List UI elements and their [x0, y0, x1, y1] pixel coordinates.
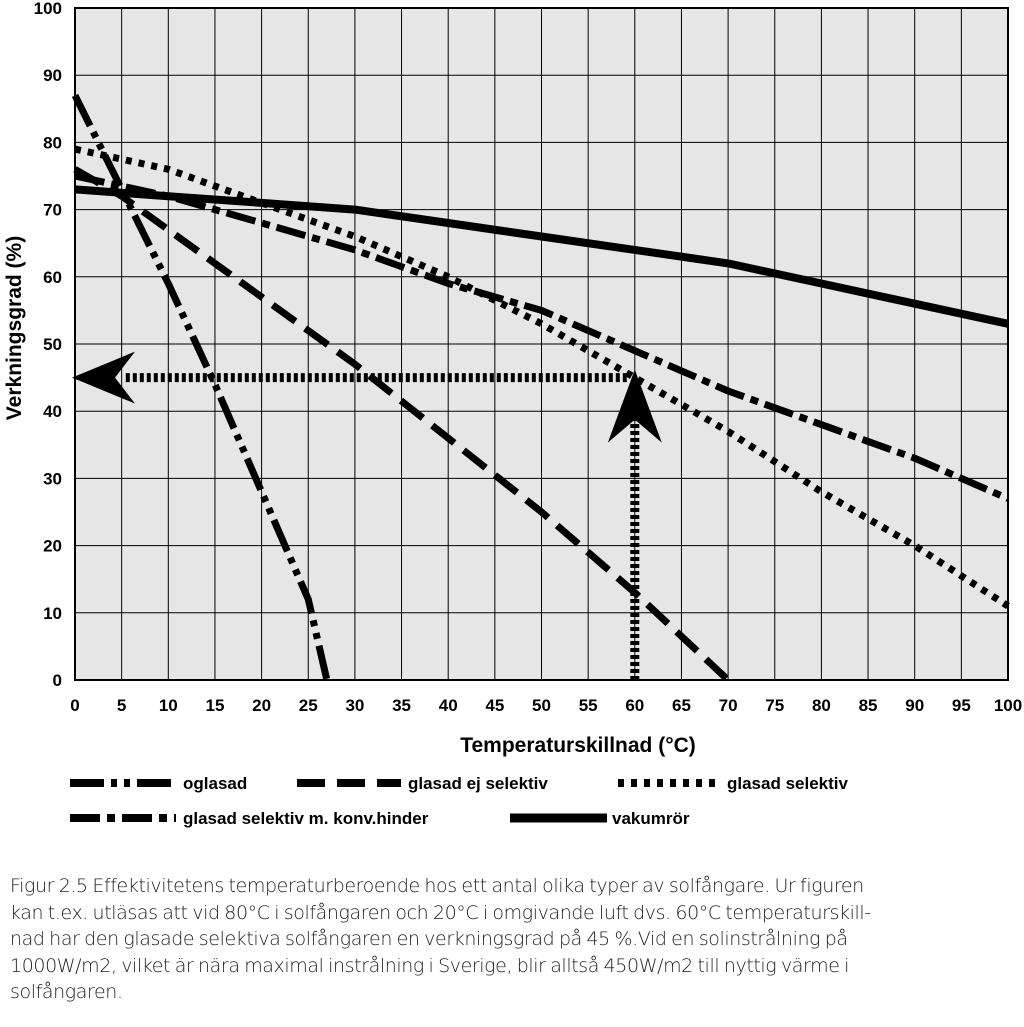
x-tick-label: 40 [439, 696, 458, 715]
x-tick-label: 25 [299, 696, 318, 715]
x-tick-label: 15 [205, 696, 224, 715]
x-tick-label: 100 [994, 696, 1022, 715]
x-tick-label: 10 [159, 696, 178, 715]
x-tick-labels: 0 5 10 15 20 25 30 35 40 45 50 55 60 65 70 75 80 85 90 95 10… [70, 696, 1022, 715]
caption-line: 1000W/m2, vilket är nära maximal instrål… [10, 954, 850, 977]
y-tick-label: 0 [53, 671, 62, 690]
reading-arrows [72, 351, 662, 680]
y-tick-label: 50 [43, 335, 62, 354]
legend-label: vakumrör [612, 809, 690, 828]
x-tick-label: 50 [532, 696, 551, 715]
y-tick-label: 30 [43, 469, 62, 488]
legend-label: oglasad [183, 774, 247, 793]
x-tick-label: 35 [392, 696, 411, 715]
series-line [74, 185, 1009, 328]
horizontal-arrow-head [72, 351, 135, 404]
series-line [73, 166, 731, 683]
x-axis-title: Temperaturskillnad (°C) [460, 734, 696, 757]
y-tick-label: 20 [43, 537, 62, 556]
y-tick-label: 90 [43, 66, 62, 85]
y-tick-label: 70 [43, 201, 62, 220]
x-tick-label: 5 [117, 696, 126, 715]
efficiency-chart: 0 5 10 15 20 25 30 35 40 45 50 55 60 65 70 75 80 85 90 95 10… [3, 0, 1022, 828]
y-tick-label: 10 [43, 604, 62, 623]
series-line [74, 145, 1010, 610]
y-tick-label: 80 [43, 133, 62, 152]
caption-line: Figur 2.5 Effektivitetens temperaturbero… [10, 875, 864, 897]
y-tick-label: 100 [34, 0, 62, 18]
legend-label: glasad ej selektiv [408, 774, 548, 793]
caption-line: solfångaren. [10, 981, 123, 1003]
y-tick-label: 40 [43, 402, 62, 421]
y-tick-labels: 0 10 20 30 40 50 60 70 80 90 100 [34, 0, 62, 690]
x-tick-label: 90 [905, 696, 924, 715]
y-axis-title: Verkningsgrad (%) [3, 236, 26, 420]
series-lines [71, 93, 1010, 683]
plot-frame [74, 7, 1009, 681]
x-tick-label: 0 [70, 696, 79, 715]
x-tick-label: 95 [952, 696, 971, 715]
caption-line: kan t.ex. utläsas att vid 80°C i solfång… [10, 901, 871, 924]
x-tick-label: 70 [719, 696, 738, 715]
caption-line: nad har den glasade selektiva solfångare… [10, 928, 848, 950]
vertical-arrow-head [607, 369, 662, 443]
x-tick-label: 45 [485, 696, 504, 715]
figure-caption: Figur 2.5 Effektivitetens temperaturbero… [10, 873, 1020, 1006]
x-tick-label: 65 [672, 696, 691, 715]
grid-lines [74, 7, 1009, 681]
x-tick-label: 30 [345, 696, 364, 715]
x-tick-label: 85 [859, 696, 878, 715]
x-tick-label: 20 [252, 696, 271, 715]
series-line [74, 172, 1010, 502]
x-tick-label: 75 [765, 696, 784, 715]
legend-label: glasad selektiv [727, 774, 849, 793]
x-tick-label: 55 [579, 696, 598, 715]
x-tick-label: 60 [625, 696, 644, 715]
y-tick-label: 60 [43, 268, 62, 287]
x-tick-label: 80 [812, 696, 831, 715]
legend: oglasad glasad ej selektiv glasad selektiv… [70, 774, 849, 828]
series-line [71, 93, 331, 681]
legend-label: glasad selektiv m. konv.hinder [183, 809, 429, 828]
